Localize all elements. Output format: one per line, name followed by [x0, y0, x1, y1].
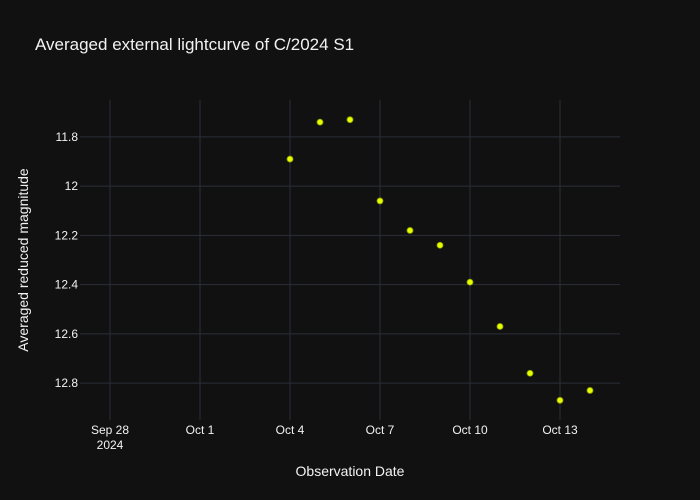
data-point	[436, 241, 444, 249]
data-points	[286, 116, 594, 404]
y-axis-ticks: 11.8 12 12.2 12.4 12.6 12.8	[55, 130, 79, 390]
data-point	[556, 396, 564, 404]
x-tick-label: Oct 7	[366, 423, 395, 437]
y-tick-label: 12.4	[55, 278, 79, 292]
data-point	[586, 387, 594, 394]
chart-title: Averaged external lightcurve of C/2024 S…	[35, 35, 354, 54]
data-point	[346, 116, 354, 124]
x-axis-title: Observation Date	[296, 463, 405, 479]
y-tick-label: 12	[65, 179, 79, 193]
x-tick-label: Oct 10	[452, 423, 488, 437]
y-tick-label: 12.8	[55, 376, 79, 390]
y-tick-label: 12.2	[55, 228, 79, 242]
x-tick-label: Sep 28	[91, 423, 129, 437]
x-tick-label: Oct 1	[186, 423, 215, 437]
x-tick-label: Oct 13	[542, 423, 578, 437]
data-point	[376, 197, 384, 205]
y-tick-label: 11.8	[56, 130, 79, 144]
y-tick-label: 12.6	[55, 327, 79, 341]
data-point	[466, 278, 474, 286]
data-point	[316, 118, 324, 126]
data-point	[496, 323, 504, 330]
data-point	[406, 227, 414, 234]
data-point	[526, 369, 534, 377]
y-axis-title: Averaged reduced magnitude	[15, 168, 31, 352]
x-tick-label: Oct 4	[276, 423, 305, 437]
x-tick-sublabel: 2024	[97, 438, 124, 452]
data-point	[286, 155, 294, 163]
grid-layer	[80, 100, 620, 420]
